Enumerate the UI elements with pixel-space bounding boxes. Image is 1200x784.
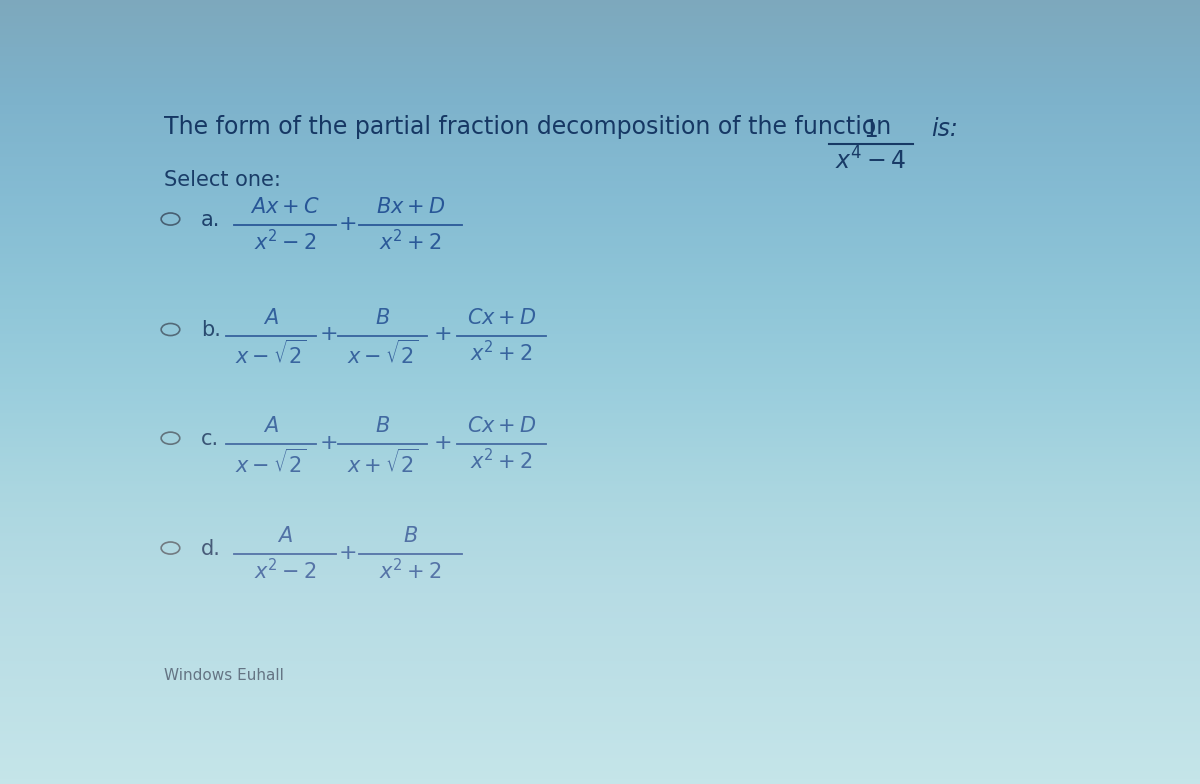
Text: b.: b.: [202, 321, 221, 340]
Text: $Bx + D$: $Bx + D$: [376, 198, 445, 217]
Text: $B$: $B$: [374, 416, 390, 437]
Text: $B$: $B$: [403, 526, 418, 546]
Text: $A$: $A$: [263, 307, 278, 328]
Text: $x^2 + 2$: $x^2 + 2$: [470, 448, 533, 474]
Text: $1$: $1$: [863, 118, 878, 142]
Text: $x^2 + 2$: $x^2 + 2$: [379, 558, 442, 583]
Text: is:: is:: [931, 117, 958, 141]
Text: $A$: $A$: [263, 416, 278, 437]
Text: $Cx + D$: $Cx + D$: [467, 307, 536, 328]
Text: $x^2 + 2$: $x^2 + 2$: [379, 229, 442, 255]
Text: a.: a.: [202, 210, 221, 230]
Text: $x + \sqrt{2}$: $x + \sqrt{2}$: [347, 448, 419, 477]
Text: $Ax + C$: $Ax + C$: [250, 198, 319, 217]
Text: $Cx + D$: $Cx + D$: [467, 416, 536, 437]
Text: +: +: [319, 325, 338, 344]
Text: +: +: [338, 214, 358, 234]
Text: $x - \sqrt{2}$: $x - \sqrt{2}$: [347, 339, 419, 368]
Text: $x - \sqrt{2}$: $x - \sqrt{2}$: [235, 339, 307, 368]
Text: +: +: [433, 433, 452, 453]
Text: c.: c.: [202, 429, 220, 449]
Text: +: +: [319, 433, 338, 453]
Text: $x - \sqrt{2}$: $x - \sqrt{2}$: [235, 448, 307, 477]
Text: $x^4 - 4$: $x^4 - 4$: [835, 147, 906, 174]
Text: $A$: $A$: [277, 526, 293, 546]
Text: $x^2 - 2$: $x^2 - 2$: [253, 558, 316, 583]
Text: Windows Euhall: Windows Euhall: [164, 668, 284, 683]
Text: $x^2 + 2$: $x^2 + 2$: [470, 339, 533, 365]
Text: +: +: [433, 325, 452, 344]
Text: +: +: [338, 543, 358, 563]
Text: The form of the partial fraction decomposition of the function: The form of the partial fraction decompo…: [164, 115, 892, 140]
Text: d.: d.: [202, 539, 221, 559]
Text: $x^2 - 2$: $x^2 - 2$: [253, 229, 316, 255]
Text: Select one:: Select one:: [164, 169, 281, 190]
Text: $B$: $B$: [374, 307, 390, 328]
